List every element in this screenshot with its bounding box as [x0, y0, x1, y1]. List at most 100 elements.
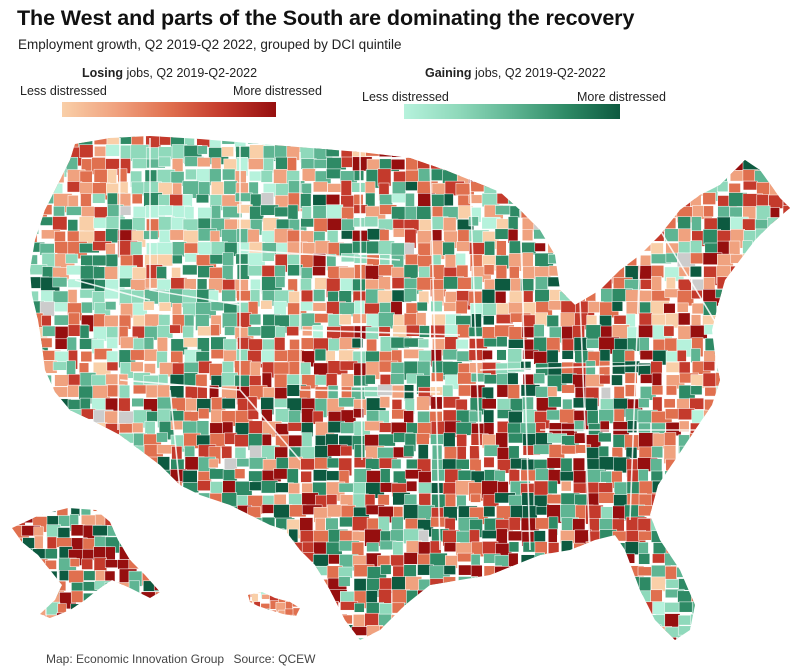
county-cell — [469, 602, 487, 622]
county-cell — [663, 147, 685, 166]
county-cell — [443, 565, 456, 575]
county-cell — [534, 156, 557, 170]
county-cell — [626, 169, 644, 189]
county-cell — [379, 396, 391, 409]
county-cell — [729, 542, 741, 556]
county-cell — [561, 350, 574, 360]
county-cell — [132, 337, 145, 352]
county-cell — [742, 422, 762, 433]
county-cell — [301, 168, 316, 182]
county-cell — [624, 218, 639, 231]
county-cell — [782, 362, 790, 381]
county-cell — [78, 483, 91, 493]
county-cell — [159, 589, 177, 608]
county-cell — [481, 627, 494, 640]
county-cell — [285, 592, 298, 600]
county-cell — [54, 492, 66, 503]
county-cell — [129, 536, 143, 545]
county-cell — [728, 372, 742, 386]
county-cell — [780, 136, 790, 147]
county-cell — [781, 386, 790, 406]
county-cell — [248, 158, 266, 170]
county-cell — [756, 336, 776, 355]
county-cell — [729, 457, 744, 473]
county-cell — [52, 144, 69, 161]
county-cell — [291, 600, 300, 608]
county-cell — [313, 469, 328, 482]
county-cell — [444, 493, 456, 509]
state-border-line — [119, 379, 241, 391]
county-cell — [559, 228, 570, 241]
county-cell — [70, 524, 85, 537]
county-cell — [755, 577, 775, 593]
county-cell — [392, 627, 409, 640]
county-cell — [573, 254, 592, 270]
county-cell — [21, 615, 37, 618]
county-cell — [405, 181, 419, 191]
county-cell — [508, 541, 520, 553]
county-cell — [273, 169, 288, 185]
county-cell — [130, 526, 145, 544]
county-cell — [703, 456, 719, 468]
county-cell — [562, 240, 583, 260]
county-cell — [106, 625, 118, 638]
county-cell — [208, 458, 219, 469]
county-cell — [391, 576, 407, 592]
county-cell — [222, 265, 234, 281]
county-cell — [651, 147, 665, 163]
county-cell — [574, 194, 587, 212]
county-cell — [702, 146, 714, 165]
county-cell — [66, 206, 83, 216]
county-cell — [300, 616, 311, 625]
county-cell — [117, 508, 133, 519]
county-cell — [652, 396, 663, 413]
county-cell — [625, 446, 638, 459]
county-cell — [495, 136, 511, 152]
county-cell — [40, 423, 51, 439]
county-cell — [702, 637, 716, 640]
county-cell — [418, 493, 431, 507]
county-cell — [260, 192, 274, 206]
county-cell — [223, 553, 237, 573]
map-credit: Map: Economic Innovation Group — [46, 652, 225, 666]
county-cell — [210, 349, 226, 359]
county-cell — [53, 420, 65, 437]
county-cell — [690, 468, 702, 481]
county-cell — [703, 205, 714, 218]
county-cell — [197, 145, 208, 155]
county-cell — [444, 146, 465, 161]
county-cell — [729, 578, 742, 590]
county-cell — [118, 277, 133, 288]
county-cell — [561, 384, 575, 394]
county-cell — [599, 420, 610, 432]
county-cell — [30, 613, 44, 624]
county-cell — [689, 136, 710, 146]
county-cell — [67, 494, 81, 506]
county-cell — [390, 529, 404, 542]
county-cell — [313, 613, 334, 631]
county-cell — [390, 636, 410, 640]
county-cell — [442, 624, 462, 638]
county-cell — [325, 145, 340, 157]
county-cell — [678, 241, 691, 254]
county-cell — [471, 576, 482, 594]
county-cell — [756, 626, 776, 640]
county-cell — [755, 240, 770, 260]
county-cell — [107, 636, 126, 640]
county-cell — [457, 277, 474, 290]
county-cell — [741, 266, 758, 283]
county-cell — [483, 505, 496, 518]
county-cell — [651, 530, 665, 543]
county-cell — [340, 614, 353, 625]
county-cell — [326, 626, 338, 640]
county-cell — [354, 602, 365, 613]
county-cell — [586, 567, 601, 585]
county-cell — [612, 216, 627, 229]
county-cell — [118, 433, 135, 444]
county-cell — [30, 457, 39, 471]
county-cell — [45, 559, 57, 570]
county-cell — [613, 194, 632, 213]
county-cell — [715, 552, 732, 568]
county-cell — [585, 147, 597, 157]
county-cell — [314, 625, 333, 640]
